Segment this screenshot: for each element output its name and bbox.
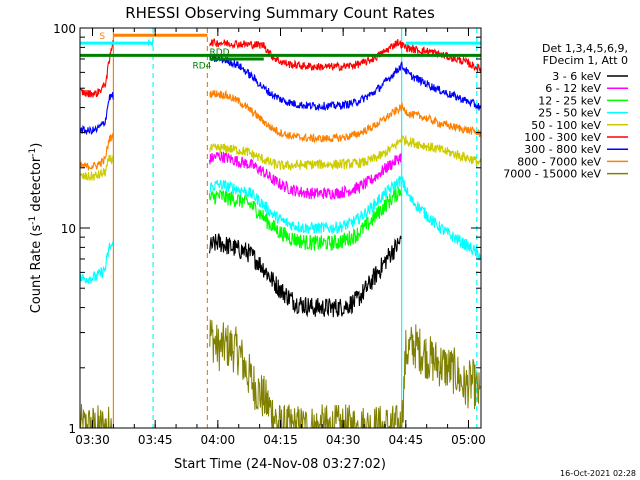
series-line — [208, 233, 402, 318]
axes: 03:30 03:45 04:00 04:15 04:30 04:45 05:00 1 10 10… — [53, 22, 486, 447]
series-line — [79, 38, 482, 98]
chart-title: RHESSI Observing Summary Count Rates — [125, 4, 435, 22]
x-tick-label: 03:45 — [138, 433, 173, 447]
x-tick-label: 05:00 — [451, 433, 486, 447]
x-tick-label: 04:30 — [326, 433, 361, 447]
plot-area: S N RD4 RDD — [79, 28, 482, 429]
legend-entry-label: 7000 - 15000 keV — [503, 168, 601, 181]
legend-entry-label: 12 - 25 keV — [538, 94, 601, 107]
series-line — [208, 186, 403, 251]
y-axis-label: Count Rate (s-1 detector-1) — [28, 143, 44, 314]
x-tick-label: 04:45 — [389, 433, 424, 447]
x-tick-label: 03:30 — [75, 433, 110, 447]
legend-entry-label: 50 - 100 keV — [531, 119, 601, 132]
series-line — [79, 53, 482, 135]
flag-label: RDD — [209, 48, 229, 58]
series-line — [79, 175, 482, 285]
legend-entry-label: 800 - 7000 keV — [517, 155, 601, 168]
x-tick-label: 04:15 — [263, 433, 298, 447]
flag-label: S — [99, 32, 105, 42]
legend-header-1: Det 1,3,4,5,6,9, — [542, 42, 628, 55]
series-line — [79, 89, 482, 171]
footer-timestamp: 16-Oct-2021 02:28 — [560, 469, 636, 478]
series-line — [208, 150, 402, 200]
legend-entry-label: 25 - 50 keV — [538, 107, 601, 120]
flag-label: RD4 — [192, 61, 211, 71]
y-tick-label: 10 — [61, 222, 76, 236]
legend-entry-label: 3 - 6 keV — [552, 70, 601, 83]
legend-header-2: FDecim 1, Att 0 — [543, 54, 628, 67]
x-axis-label: Start Time (24-Nov-08 03:27:02) — [174, 457, 386, 472]
y-tick-label: 1 — [68, 422, 76, 436]
legend: Det 1,3,4,5,6,9, FDecim 1, Att 0 3 - 6 k… — [503, 42, 628, 181]
flag-label: N — [147, 39, 154, 49]
legend-entry-label: 100 - 300 keV — [524, 131, 601, 144]
y-tick-label: 100 — [53, 22, 76, 36]
legend-entry-label: 6 - 12 keV — [545, 82, 601, 95]
series-line — [79, 135, 482, 181]
legend-entry-label: 300 - 800 keV — [524, 143, 601, 156]
x-tick-label: 04:00 — [201, 433, 236, 447]
